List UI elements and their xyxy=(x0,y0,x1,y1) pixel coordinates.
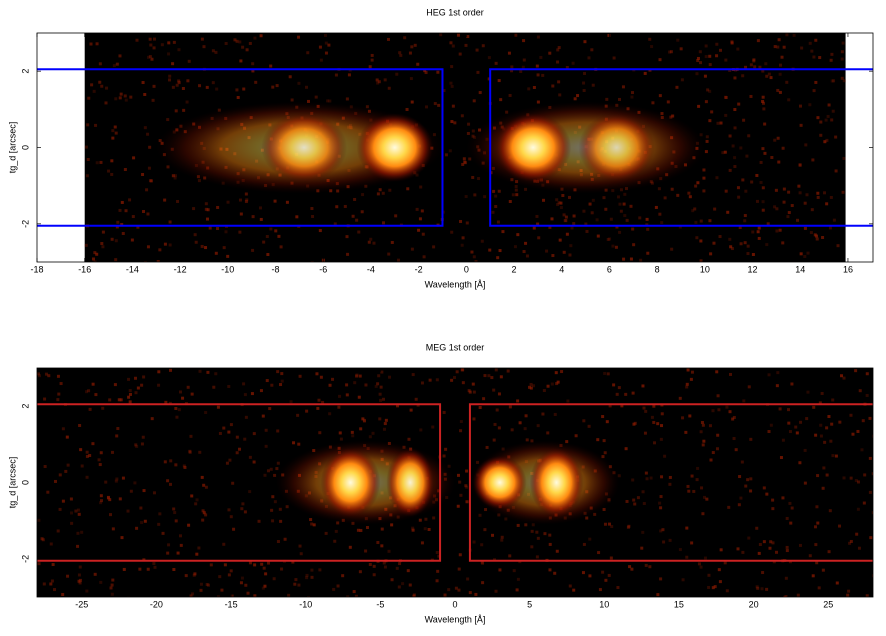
x-tick-label: -5 xyxy=(376,599,384,609)
x-tick-label: -4 xyxy=(367,264,375,274)
cluster xyxy=(529,448,584,517)
extraction-region xyxy=(37,68,444,227)
y-tick-label: 0 xyxy=(20,480,30,485)
x-tick-label: -18 xyxy=(30,264,43,274)
chart-title: HEG 1st order xyxy=(426,7,484,17)
cluster xyxy=(356,113,433,182)
x-tick-label: 5 xyxy=(527,599,532,609)
x-tick-label: -8 xyxy=(272,264,280,274)
cluster xyxy=(578,113,655,182)
y-axis-label: tg_d [arcsec] xyxy=(7,122,17,174)
x-tick-label: 10 xyxy=(700,264,710,274)
cluster xyxy=(261,113,348,182)
x-tick-label: 0 xyxy=(452,599,457,609)
x-tick-label: -12 xyxy=(174,264,187,274)
plot-area xyxy=(37,33,873,262)
cluster xyxy=(320,448,381,517)
chart-title: MEG 1st order xyxy=(426,342,485,352)
x-tick-label: 25 xyxy=(823,599,833,609)
y-tick-label: -2 xyxy=(20,555,30,563)
x-tick-label: -20 xyxy=(150,599,163,609)
x-tick-label: -15 xyxy=(225,599,238,609)
y-axis-label: tg_d [arcsec] xyxy=(7,457,17,509)
x-tick-label: 12 xyxy=(748,264,758,274)
y-tick-label: 2 xyxy=(20,404,30,409)
x-tick-label: 16 xyxy=(843,264,853,274)
x-tick-label: 0 xyxy=(464,264,469,274)
x-tick-label: -6 xyxy=(319,264,327,274)
x-tick-label: 10 xyxy=(599,599,609,609)
x-tick-label: -10 xyxy=(221,264,234,274)
x-tick-label: -2 xyxy=(415,264,423,274)
x-tick-label: 6 xyxy=(607,264,612,274)
cluster xyxy=(472,455,527,510)
x-tick-label: 4 xyxy=(559,264,564,274)
x-tick-label: 20 xyxy=(749,599,759,609)
extraction-region xyxy=(468,403,873,562)
y-tick-label: 0 xyxy=(20,145,30,150)
x-tick-label: 15 xyxy=(674,599,684,609)
x-axis-label: Wavelength [Å] xyxy=(425,614,486,624)
cluster xyxy=(386,448,435,517)
plot-area xyxy=(37,368,873,597)
x-tick-label: 2 xyxy=(512,264,517,274)
x-tick-label: -10 xyxy=(299,599,312,609)
extraction-region xyxy=(37,403,442,562)
x-tick-label: -25 xyxy=(75,599,88,609)
x-tick-label: 8 xyxy=(655,264,660,274)
cluster xyxy=(494,113,572,182)
x-tick-label: -16 xyxy=(78,264,91,274)
y-tick-label: -2 xyxy=(20,220,30,228)
x-tick-label: 14 xyxy=(795,264,805,274)
x-axis-label: Wavelength [Å] xyxy=(425,279,486,289)
background xyxy=(37,368,873,597)
x-tick-label: -14 xyxy=(126,264,139,274)
extraction-region xyxy=(489,68,873,227)
y-tick-label: 2 xyxy=(20,69,30,74)
